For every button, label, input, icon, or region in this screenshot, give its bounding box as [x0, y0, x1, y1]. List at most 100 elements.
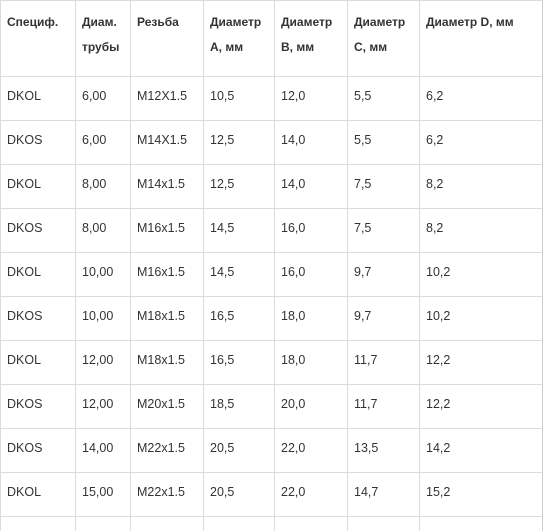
column-header-text: Диаметр: [354, 15, 406, 29]
table-cell: M12X1.5: [130, 76, 204, 121]
table-cell: 12,0: [274, 76, 348, 121]
table-cell: M20x1.5: [130, 384, 204, 429]
table-cell: DKOS: [0, 120, 76, 165]
table-row: DKOS16,00M24x1.522,524,015,516,2: [0, 516, 542, 531]
table-cell: 10,00: [75, 252, 131, 297]
table-row: DKOS 8,00 M16x1.5 14,5 16,0 7,5 8,2: [0, 208, 542, 253]
column-header: Резьба: [130, 0, 204, 77]
column-header-text: Диаметр: [210, 15, 262, 29]
table-cell: DKOS: [0, 516, 76, 531]
table-cell: M22x1.5: [130, 472, 204, 517]
column-header: Диаметр A, мм: [203, 0, 275, 77]
table-cell: 14,5: [203, 208, 275, 253]
table-cell: 20,5: [203, 472, 275, 517]
table-row: DKOL 8,00 M14x1.5 12,5 14,0 7,5 8,2: [0, 164, 542, 209]
table-cell: 10,2: [419, 252, 542, 297]
table-header-row: Специф. Диам. трубы Резьба Диаметр A, мм Диаме…: [0, 0, 542, 77]
table-cell: 6,2: [419, 76, 542, 121]
table-row: DKOS 6,00 M14X1.5 12,5 14,0 5,5 6,2: [0, 120, 542, 165]
column-header-text: Резьба: [137, 15, 179, 29]
table-cell: 12,5: [203, 164, 275, 209]
table-cell: 15,5: [347, 516, 420, 531]
table-cell: M16x1.5: [130, 252, 204, 297]
table-cell: M24x1.5: [130, 516, 204, 531]
table-cell: M18x1.5: [130, 296, 204, 341]
table-cell: 14,0: [274, 164, 348, 209]
table-cell: 20,0: [274, 384, 348, 429]
table-cell: DKOL: [0, 472, 76, 517]
table-cell: 12,2: [419, 384, 542, 429]
column-header-text: A, мм: [210, 40, 244, 54]
column-header-text: Диаметр: [281, 15, 333, 29]
table-cell: 8,00: [75, 164, 131, 209]
table-cell: 5,5: [347, 120, 420, 165]
table-cell: DKOL: [0, 340, 76, 385]
table-row: DKOL 15,00 M22x1.5 20,5 22,0 14,7 15,2: [0, 472, 542, 517]
table-cell: 12,5: [203, 120, 275, 165]
table-row: DKOS 10,00 M18x1.5 16,5 18,0 9,7 10,2: [0, 296, 542, 341]
table-cell: M14X1.5: [130, 120, 204, 165]
column-header: Диаметр D, мм: [419, 0, 542, 77]
table-cell: 13,5: [347, 428, 420, 473]
column-header-text: B, мм: [281, 40, 315, 54]
table-cell: 16,0: [274, 208, 348, 253]
table-cell: 5,5: [347, 76, 420, 121]
table-cell: 8,2: [419, 208, 542, 253]
table-cell: DKOS: [0, 208, 76, 253]
table-cell: 18,0: [274, 296, 348, 341]
table-cell: 8,2: [419, 164, 542, 209]
table-row: DKOL 10,00 M16x1.5 14,5 16,0 9,7 10,2: [0, 252, 542, 297]
table-cell: 20,5: [203, 428, 275, 473]
table-cell: 22,0: [274, 428, 348, 473]
table-cell: 8,00: [75, 208, 131, 253]
table-cell: 12,00: [75, 340, 131, 385]
table-cell: 14,00: [75, 428, 131, 473]
table-cell: 12,00: [75, 384, 131, 429]
table-cell: 14,5: [203, 252, 275, 297]
column-header-text: C, мм: [354, 40, 388, 54]
table-cell: 6,00: [75, 120, 131, 165]
table-row: DKOL 6,00 M12X1.5 10,5 12,0 5,5 6,2: [0, 76, 542, 121]
table-cell: DKOS: [0, 428, 76, 473]
table-cell: DKOL: [0, 164, 76, 209]
table-cell: M14x1.5: [130, 164, 204, 209]
table-cell: 6,2: [419, 120, 542, 165]
table-cell: 15,2: [419, 472, 542, 517]
table-cell: 16,5: [203, 340, 275, 385]
column-header: Специф.: [0, 0, 76, 77]
table-cell: 24,0: [274, 516, 348, 531]
table-cell: 15,00: [75, 472, 131, 517]
table-cell: 18,5: [203, 384, 275, 429]
table-cell: 16,00: [75, 516, 131, 531]
table-cell: 10,2: [419, 296, 542, 341]
table-cell: 14,2: [419, 428, 542, 473]
table-cell: M18x1.5: [130, 340, 204, 385]
column-header-text: трубы: [82, 40, 120, 54]
column-header-text: Диам.: [82, 15, 117, 29]
column-header: Диаметр C, мм: [347, 0, 420, 77]
table-cell: M22x1.5: [130, 428, 204, 473]
column-header-text: Специф.: [7, 15, 59, 29]
table-cell: 12,2: [419, 340, 542, 385]
table-cell: 14,7: [347, 472, 420, 517]
table-cell: 16,2: [419, 516, 542, 531]
table-cell: 22,5: [203, 516, 275, 531]
table-cell: 7,5: [347, 208, 420, 253]
table-cell: 10,00: [75, 296, 131, 341]
table-cell: 11,7: [347, 340, 420, 385]
table-cell: 16,5: [203, 296, 275, 341]
table-cell: DKOL: [0, 252, 76, 297]
table-cell: 16,0: [274, 252, 348, 297]
column-header: Диаметр B, мм: [274, 0, 348, 77]
table-cell: DKOS: [0, 384, 76, 429]
table-cell: 22,0: [274, 472, 348, 517]
column-header-text: Диаметр D, мм: [426, 15, 514, 29]
table-row: DKOL 12,00 M18x1.5 16,5 18,0 11,7 12,2: [0, 340, 542, 385]
table-row: DKOS 12,00 M20x1.5 18,5 20,0 11,7 12,2: [0, 384, 542, 429]
table-row: DKOS 14,00 M22x1.5 20,5 22,0 13,5 14,2: [0, 428, 542, 473]
table-cell: M16x1.5: [130, 208, 204, 253]
table-cell: DKOS: [0, 296, 76, 341]
table-cell: 9,7: [347, 296, 420, 341]
